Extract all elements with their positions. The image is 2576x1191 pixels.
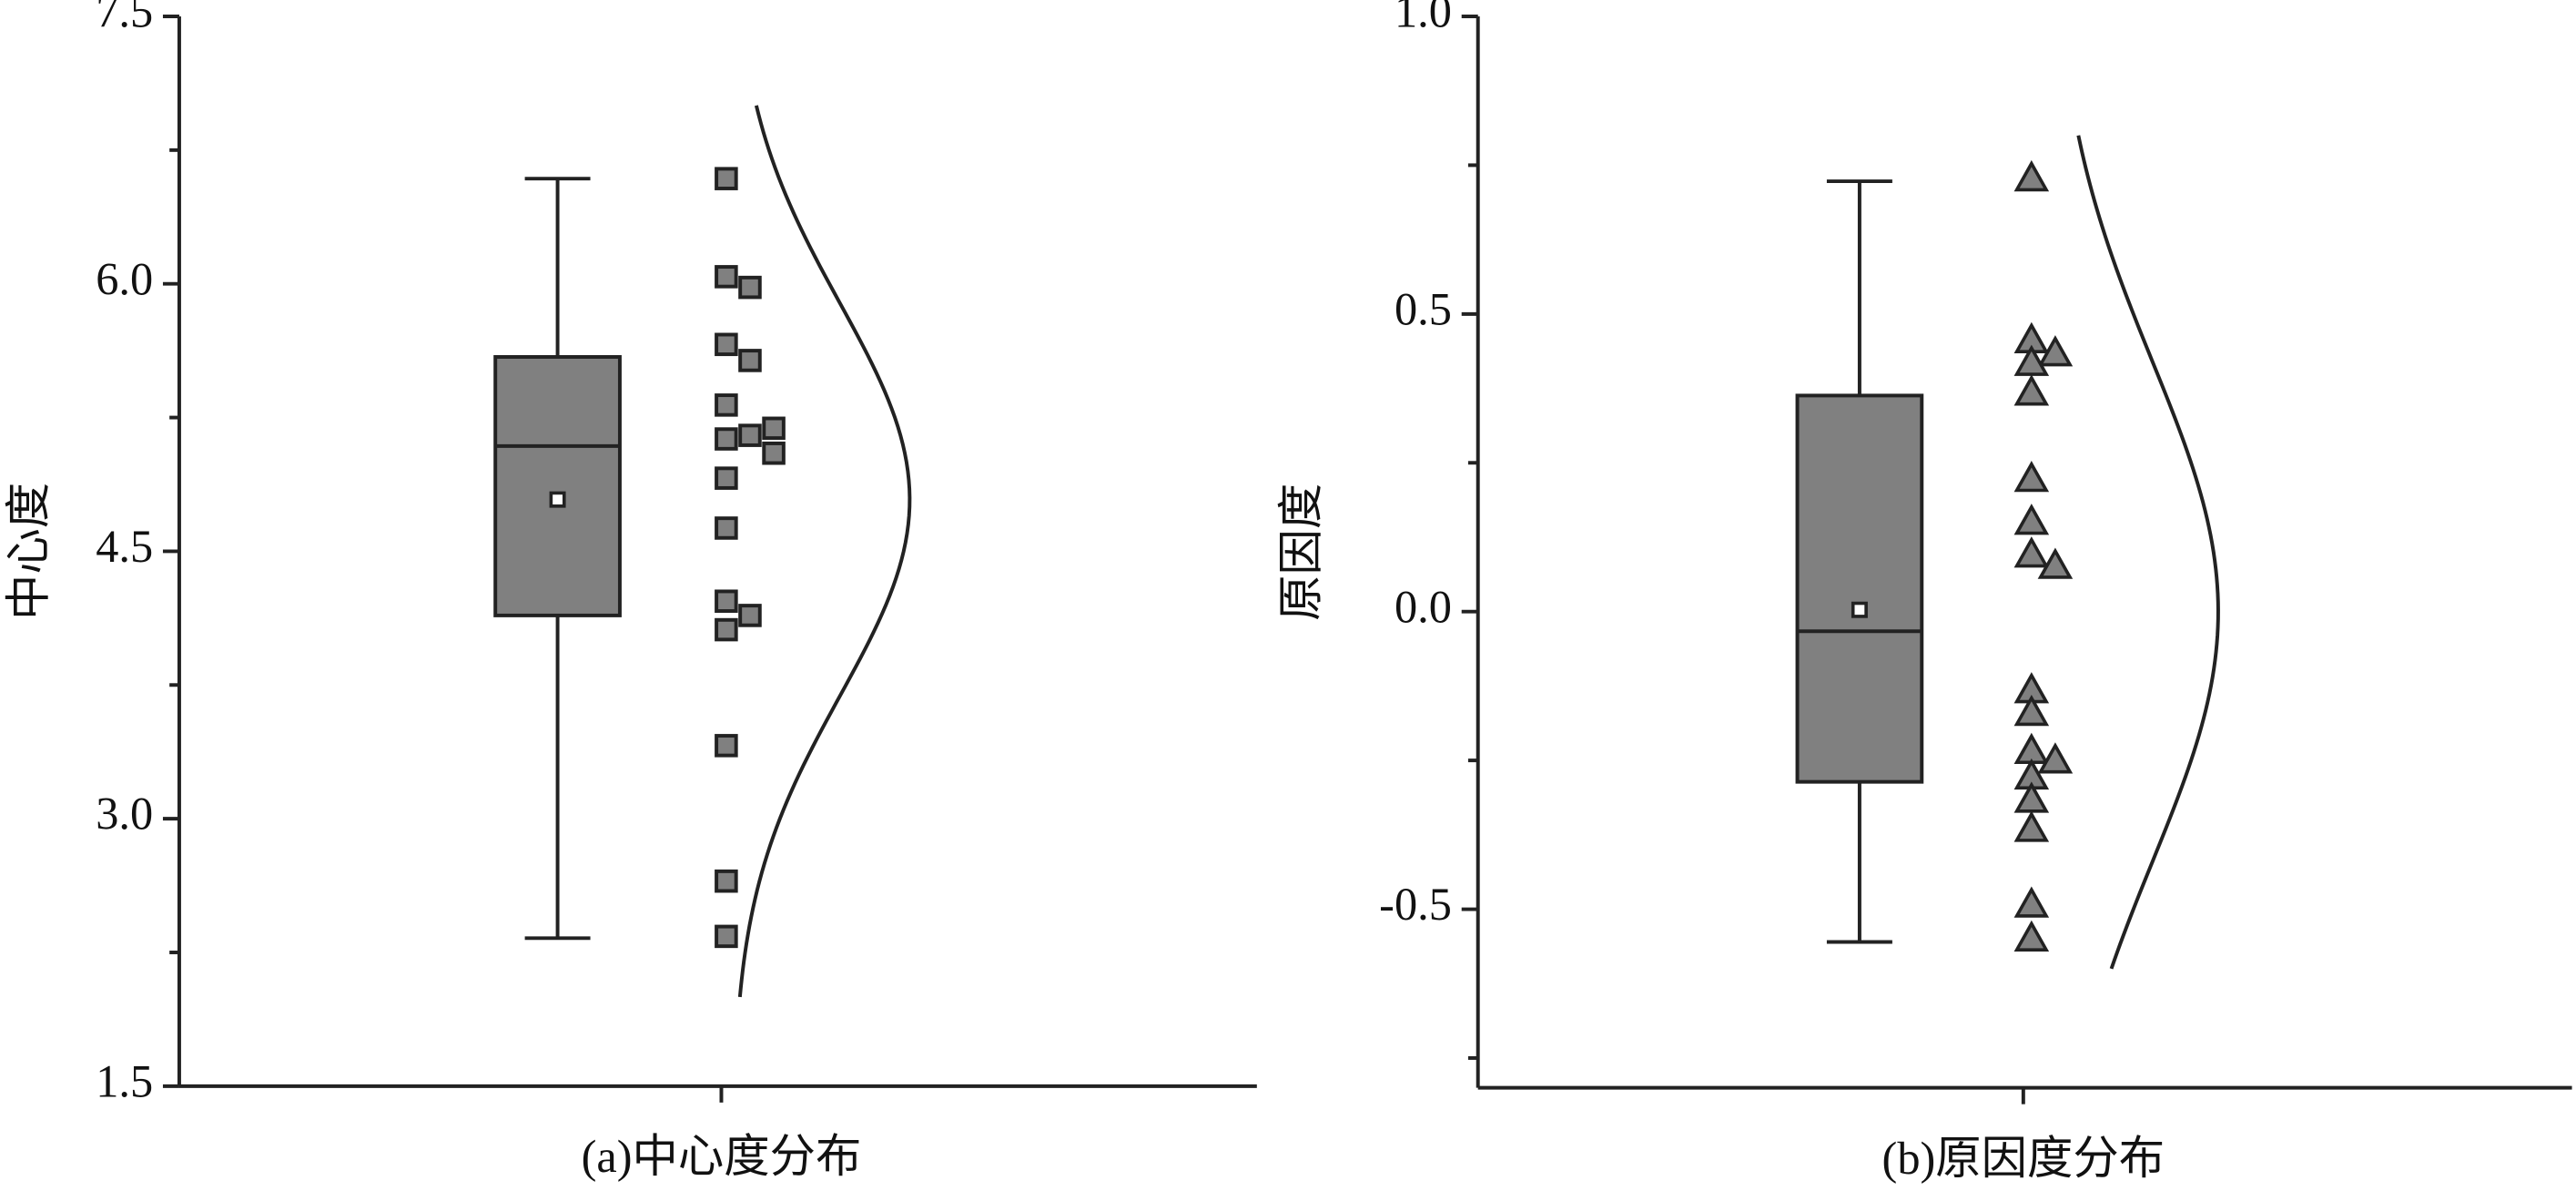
point bbox=[2013, 920, 2050, 952]
point bbox=[738, 604, 762, 627]
point bbox=[2013, 694, 2050, 727]
point bbox=[762, 416, 786, 441]
point bbox=[2013, 810, 2050, 842]
point bbox=[715, 427, 738, 451]
point bbox=[2037, 335, 2074, 367]
point bbox=[738, 423, 762, 447]
point bbox=[762, 441, 786, 465]
x-axis-label: (b)原因度分布 bbox=[1882, 1133, 2165, 1184]
point bbox=[715, 393, 738, 417]
box bbox=[493, 355, 622, 617]
point bbox=[2013, 536, 2050, 568]
point bbox=[715, 332, 738, 357]
point bbox=[715, 167, 738, 190]
y-tick-label: 7.5 bbox=[96, 0, 153, 37]
point bbox=[2013, 374, 2050, 406]
y-tick-label: -0.5 bbox=[1379, 879, 1452, 930]
point bbox=[715, 869, 738, 893]
y-axis-label: 原因度 bbox=[1275, 484, 1326, 621]
y-tick-label: 4.5 bbox=[96, 521, 153, 572]
point bbox=[2037, 742, 2074, 774]
box bbox=[1795, 393, 1924, 784]
y-tick-label: 0.0 bbox=[1394, 581, 1452, 632]
y-tick-label: 6.0 bbox=[96, 253, 153, 304]
point bbox=[715, 516, 738, 540]
density-curve bbox=[2076, 135, 2220, 970]
point bbox=[2013, 159, 2050, 192]
mean bbox=[549, 491, 566, 508]
point bbox=[2013, 504, 2050, 535]
x-axis-label: (a)中心度分布 bbox=[582, 1131, 862, 1182]
point bbox=[738, 275, 762, 300]
y-tick-label: 0.5 bbox=[1394, 283, 1452, 334]
point bbox=[2013, 461, 2050, 493]
point bbox=[715, 734, 738, 758]
point bbox=[715, 265, 738, 289]
y-tick-label: 3.0 bbox=[96, 789, 153, 840]
point bbox=[2013, 886, 2050, 918]
y-tick-label: 1.0 bbox=[1394, 0, 1452, 37]
y-tick-label: 1.5 bbox=[96, 1055, 153, 1106]
mean bbox=[1851, 601, 1868, 618]
point bbox=[715, 589, 738, 614]
point bbox=[715, 617, 738, 642]
point bbox=[2013, 344, 2050, 376]
point bbox=[715, 466, 738, 490]
y-axis-label: 中心度 bbox=[3, 483, 54, 620]
density-curve bbox=[737, 105, 912, 998]
point bbox=[2037, 547, 2074, 579]
point bbox=[738, 349, 762, 372]
point bbox=[715, 924, 738, 949]
